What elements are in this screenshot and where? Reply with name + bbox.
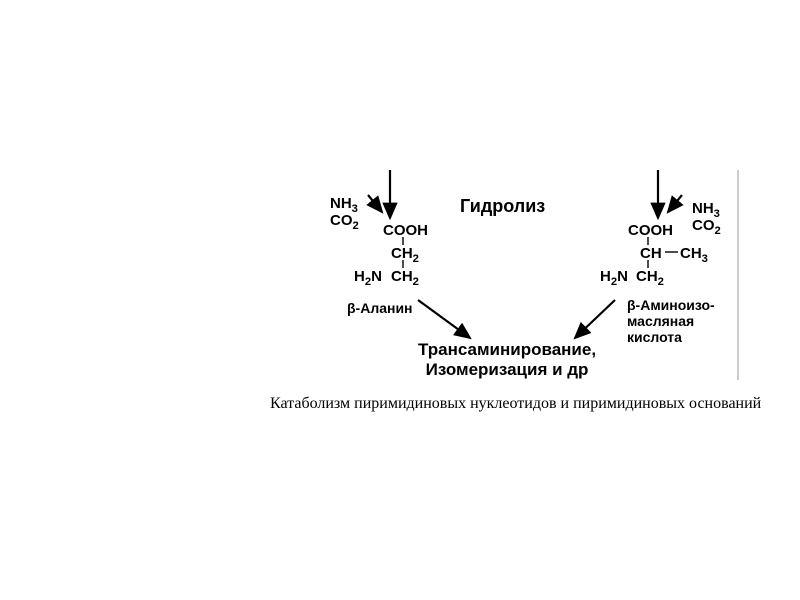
right-mol-ch3: CH3	[680, 245, 708, 265]
ch2-sub: 2	[658, 276, 664, 288]
ch2-text: CH	[636, 268, 658, 285]
left-mol-ch2-upper: CH2	[391, 245, 419, 265]
left-mol-cooh: COOH	[383, 222, 428, 239]
n-text: N	[617, 268, 628, 285]
left-mol-ch2-lower: CH2	[391, 268, 419, 288]
center-line2: Изомеризация и др	[426, 360, 589, 379]
co2-text: CO	[330, 212, 353, 229]
nh3-text: NH	[330, 195, 352, 212]
step-title: Гидролиз	[460, 196, 545, 217]
right-mol-cooh: COOH	[628, 222, 673, 239]
ch2-text: CH	[391, 268, 413, 285]
n-text: N	[371, 268, 382, 285]
right-mol-name-l2: масляная	[627, 313, 694, 329]
right-mol-ch: CH	[640, 245, 662, 262]
co2-sub: 2	[353, 220, 359, 232]
right-mol-name-l3: кислота	[627, 329, 682, 345]
ch2-text: CH	[391, 245, 413, 262]
right-mol-name: β-Аминоизо- масляная кислота	[627, 297, 715, 345]
h-text: H	[354, 268, 365, 285]
right-mol-ch2: CH2	[636, 268, 664, 288]
diagram-stage: Гидролиз NH3 CO2 NH3 CO2 COOH CH2 H2N CH…	[0, 0, 800, 600]
left-co2-label: CO2	[330, 212, 359, 234]
ch3-text: CH	[680, 245, 702, 262]
nh3-text: NH	[692, 200, 714, 217]
ch2-sub: 2	[413, 276, 419, 288]
ch3-sub: 3	[702, 253, 708, 265]
right-co2-label: CO2	[692, 217, 721, 239]
h-text: H	[600, 268, 611, 285]
left-mol-h2n: H2N	[354, 268, 382, 288]
beta-symbol: β	[347, 300, 356, 316]
center-line1: Трансаминирование,	[418, 340, 596, 359]
co2-text: CO	[692, 217, 715, 234]
co2-sub: 2	[715, 225, 721, 237]
beta-symbol: β	[627, 297, 636, 313]
figure-caption: Катаболизм пиримидиновых нуклеотидов и п…	[270, 395, 761, 413]
right-mol-h2n: H2N	[600, 268, 628, 288]
center-process-label: Трансаминирование, Изомеризация и др	[418, 340, 596, 381]
ch2-sub: 2	[413, 253, 419, 265]
left-mol-name: β-Аланин	[347, 300, 413, 316]
right-mol-name-l1: -Аминоизо-	[636, 297, 715, 313]
left-mol-name-text: -Аланин	[356, 300, 413, 316]
